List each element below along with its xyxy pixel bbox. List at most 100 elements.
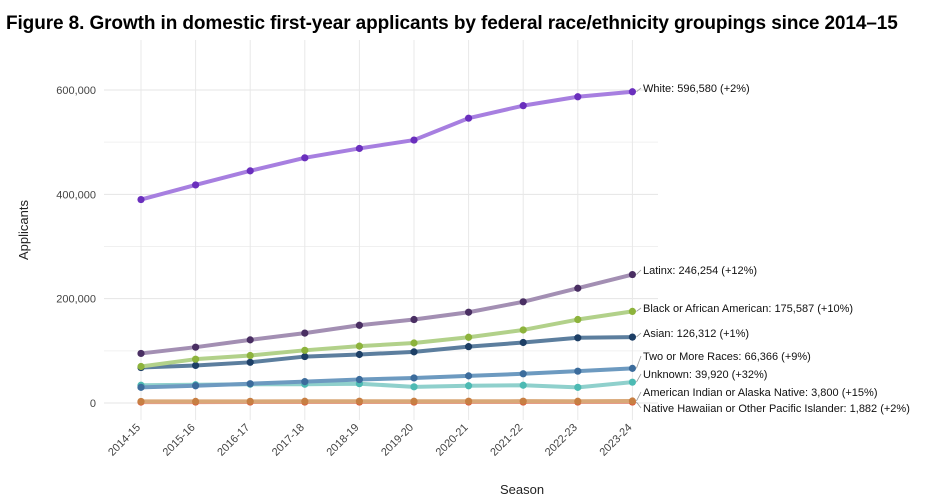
x-tick-label: 2017-18 [270,422,307,459]
data-point [246,380,254,388]
data-point [519,338,527,347]
series-group [137,88,637,406]
y-tick-label: 400,000 [56,189,96,201]
data-point [246,336,254,344]
data-point [137,195,145,204]
data-point [574,315,582,324]
label-leader-line [636,269,642,275]
data-point [628,397,637,405]
data-point [574,397,582,405]
data-point [192,397,200,405]
y-axis: 0 200,000 400,000 600,000 [56,85,96,410]
series-line [139,89,635,202]
data-point [355,144,363,153]
data-point [465,343,473,351]
x-tick-label: 2021-22 [488,422,525,459]
data-point [574,334,582,342]
data-point [628,333,637,341]
data-point [246,167,254,175]
x-axis-title: Season [500,482,544,497]
data-point [192,382,200,390]
x-tick-label: 2020-21 [434,422,471,459]
data-point [519,397,527,405]
data-point [137,362,145,371]
data-point [465,114,473,122]
x-tick-label: 2019-20 [379,422,416,459]
data-point [628,364,637,372]
x-tick-label: 2022-23 [543,422,580,459]
data-point [301,397,309,405]
series-end-label: White: 596,580 (+2%) [643,83,750,95]
x-tick-label: 2015-16 [161,422,198,459]
label-leader-line [636,332,642,338]
data-point [628,270,637,279]
data-point [301,329,309,337]
series-end-label: Black or African American: 175,587 (+10%… [643,303,853,315]
data-point [355,350,363,359]
series-two-or-more-races [137,364,637,391]
data-point [410,374,418,382]
data-point [465,382,473,390]
data-point [137,397,145,406]
series-american-indian-or-alaska-native [137,397,637,406]
label-leader-line [636,355,642,369]
end-labels: White: 596,580 (+2%) Latinx: 246,254 (+12… [636,83,910,415]
series-line [139,272,635,356]
data-point [628,378,637,386]
data-point [465,333,473,341]
data-point [410,397,418,405]
y-axis-title: Applicants [16,200,31,260]
data-point [192,181,200,189]
label-leader-line [636,307,642,312]
data-point [192,361,200,370]
label-leader-line [636,401,642,409]
series-black-or-african-american [137,307,637,371]
label-leader-line [636,391,642,402]
x-tick-label: 2023-24 [597,422,634,459]
y-tick-label: 200,000 [56,294,96,306]
data-point [519,381,527,389]
series-end-label: American Indian or Alaska Native: 3,800 … [643,387,878,399]
data-point [355,342,363,350]
data-point [519,298,527,306]
data-point [574,383,582,391]
series-line [139,335,635,370]
data-point [519,326,527,334]
data-point [410,339,418,347]
data-point [574,93,582,101]
y-tick-label: 600,000 [56,85,96,97]
data-point [355,375,363,384]
label-leader-line [636,373,642,383]
data-point [246,358,254,366]
data-point [246,351,254,360]
x-tick-label: 2016-17 [215,422,252,459]
series-end-label: Latinx: 246,254 (+12%) [643,265,757,277]
data-point [628,88,637,96]
data-point [410,383,418,391]
data-point [465,372,473,380]
x-tick-label: 2014-15 [106,422,143,459]
data-point [410,136,418,144]
x-tick-label: 2018-19 [324,422,361,459]
data-point [137,349,145,358]
series-line [139,309,635,369]
series-asian [137,333,637,372]
series-end-label: Native Hawaiian or Other Pacific Islande… [643,403,910,415]
label-leader-line [636,87,642,93]
data-point [301,378,309,386]
series-line [139,366,635,390]
series-white [137,88,637,204]
data-point [519,370,527,378]
data-point [410,348,418,356]
data-point [574,367,582,375]
series-latinx [137,270,637,358]
data-point [355,397,363,405]
data-point [301,352,309,361]
data-point [137,383,145,391]
data-point [519,102,527,110]
data-point [628,307,637,316]
data-point [574,284,582,292]
data-point [355,321,363,329]
data-point [301,346,309,354]
series-end-label: Asian: 126,312 (+1%) [643,328,749,340]
